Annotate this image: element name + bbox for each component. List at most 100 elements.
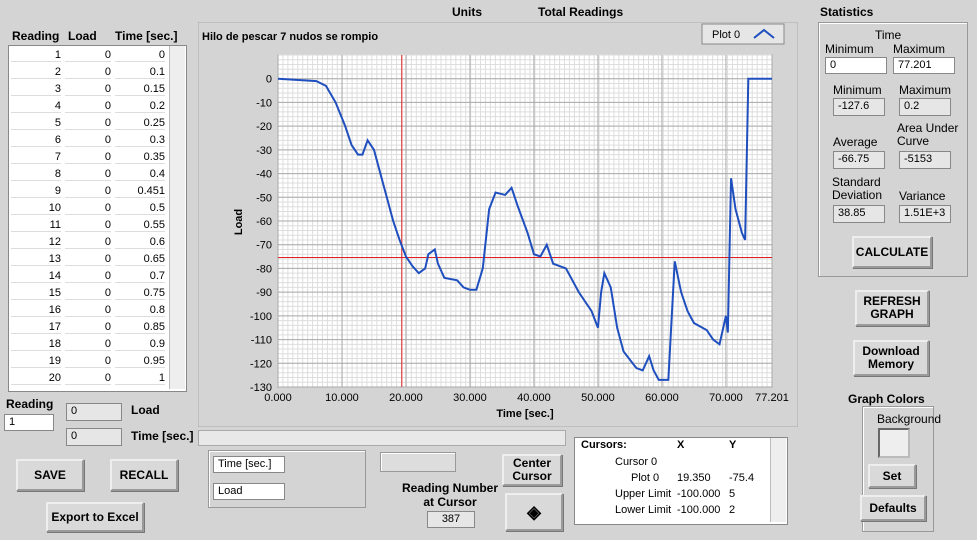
label: Minimum	[833, 83, 882, 97]
std: 38.85	[833, 205, 885, 223]
cell: 0	[65, 202, 111, 215]
x-tick-label: 10.000	[325, 392, 359, 404]
y-axis-label: Load	[233, 209, 245, 235]
cell: 0	[65, 83, 111, 96]
cell: 0	[65, 372, 111, 385]
cell: 5	[729, 488, 736, 500]
cell: 0.9	[115, 338, 165, 351]
label: Time [sec.]	[131, 429, 194, 443]
graph: Hilo de pescar 7 nudos se rompio 0 -10 -20 -…	[198, 22, 798, 427]
calculate-button[interactable]: CALCULATE	[852, 236, 932, 268]
readings-table[interactable]: 1 0 0 2 0 0.1 3 0 0.15 4 0 0.2 5 0 0.25 6 0 0.3 7 0 0.35 8 0 0.…	[8, 45, 187, 392]
cell: 20	[11, 372, 61, 385]
label: Area Under Curve	[897, 121, 959, 148]
cell: 0.451	[115, 185, 165, 198]
cell: 0	[65, 185, 111, 198]
time-min-input[interactable]: 0	[825, 57, 887, 74]
time-max-input[interactable]: 77.201	[893, 57, 955, 74]
tool-palette[interactable]	[380, 452, 456, 472]
cell: 0	[65, 49, 111, 62]
label: Maximum	[893, 42, 946, 56]
cell: 0	[65, 304, 111, 317]
cell: Lower Limit	[615, 504, 672, 516]
label: Load	[131, 403, 160, 417]
label: Average	[833, 135, 878, 149]
cell: 8	[11, 168, 61, 181]
defaults-button[interactable]: Defaults	[860, 495, 926, 521]
cell: 0	[65, 134, 111, 147]
x-axis-select[interactable]: Time [sec.]	[213, 456, 285, 473]
cell: 0	[65, 338, 111, 351]
cell: 0.85	[115, 321, 165, 334]
cell: Cursor 0	[615, 456, 658, 468]
label: Minimum	[825, 42, 874, 56]
cell: 0.8	[115, 304, 165, 317]
y-tick-label: -60	[256, 216, 272, 228]
y-tick-label: -40	[256, 169, 272, 181]
cell: 0	[65, 253, 111, 266]
cell: 4	[11, 100, 61, 113]
cell: 0.4	[115, 168, 165, 181]
cell: 0	[65, 236, 111, 249]
y-axis-select[interactable]: Load	[213, 483, 285, 500]
cell: -100.000	[677, 504, 721, 516]
label: Total Readings	[538, 5, 624, 19]
export-button[interactable]: Export to Excel	[46, 502, 144, 532]
y-tick-label: -10	[256, 97, 272, 109]
cell: 17	[11, 321, 61, 334]
save-button[interactable]: SAVE	[16, 459, 84, 491]
header: Cursors:	[581, 439, 627, 451]
header: Reading	[12, 29, 60, 43]
refresh-button[interactable]: REFRESH GRAPH	[855, 290, 929, 326]
cell: 10	[11, 202, 61, 215]
label: Maximum	[899, 83, 952, 97]
cell: 0	[65, 270, 111, 283]
chart-title: Hilo de pescar 7 nudos se rompio	[202, 31, 378, 43]
label: Reading	[6, 397, 54, 411]
x-tick-label: 30.000	[453, 392, 487, 404]
cell: 15	[11, 287, 61, 300]
cell: Plot 0	[631, 472, 660, 484]
y-tick-label: -110	[251, 335, 272, 347]
scrollbar	[169, 46, 185, 389]
cell: 0	[65, 168, 111, 181]
cell: 0.5	[115, 202, 165, 215]
x-tick-label: 50.000	[581, 392, 615, 404]
y-tick-label: -50	[256, 192, 272, 204]
cell: 1	[11, 49, 61, 62]
graph-scrollbar[interactable]	[198, 430, 566, 446]
legend-label: Plot 0	[712, 29, 740, 41]
reading-at-cursor: 387	[427, 511, 475, 528]
y-tick-label: -120	[250, 358, 272, 370]
cell: 2	[11, 66, 61, 79]
label: Standard Deviation	[832, 175, 883, 202]
cursor-table[interactable]: Cursors: X Y Cursor 0 Plot 0 19.350 -75.4 Upper…	[574, 437, 788, 525]
load-indicator: 0	[66, 403, 122, 421]
set-button[interactable]: Set	[868, 464, 916, 488]
recall-button[interactable]: RECALL	[110, 459, 178, 491]
x-tick-label: 77.201	[755, 392, 789, 404]
cell: 14	[11, 270, 61, 283]
cell: 0.55	[115, 219, 165, 232]
cell: 3	[11, 83, 61, 96]
cursor-axis-panel	[208, 450, 366, 508]
reading-input[interactable]: 1	[4, 414, 54, 431]
center-cursor-button[interactable]: Center Cursor	[502, 454, 562, 486]
y-tick-label: -30	[256, 145, 272, 157]
cell: 0.7	[115, 270, 165, 283]
label: Reading Number at Cursor	[401, 481, 498, 509]
variance: 1.51E+3	[899, 205, 951, 223]
cell: 0.15	[115, 83, 165, 96]
label: Time	[875, 28, 902, 42]
download-button[interactable]: Download Memory	[853, 340, 929, 376]
x-tick-label: 70.000	[709, 392, 743, 404]
cursor-mover[interactable]: ◈	[505, 493, 563, 531]
cell: 0	[65, 100, 111, 113]
colors-panel	[862, 406, 934, 532]
stats-panel	[818, 22, 968, 277]
label: Statistics	[820, 5, 874, 19]
minimum: -127.6	[833, 98, 885, 116]
cell: Upper Limit	[615, 488, 672, 500]
color-swatch[interactable]	[878, 428, 910, 458]
